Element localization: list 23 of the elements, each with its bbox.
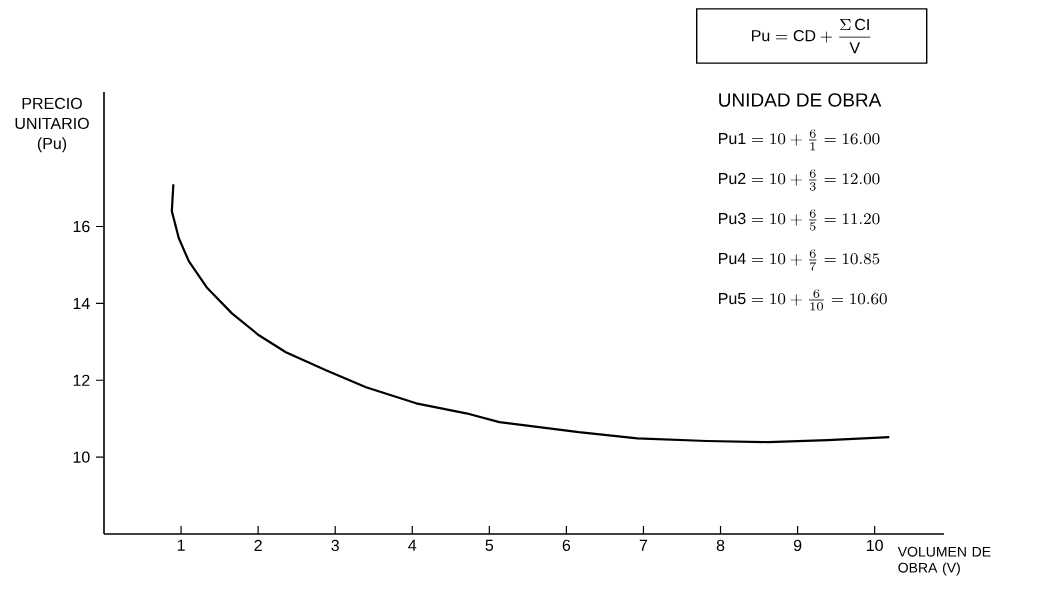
annotation: $\mathrm{Pu5} = 10 + \frac{6}{10} = 10.60$: [719, 289, 887, 311]
y-tick-label: 10: [73, 451, 90, 463]
y-tick-label: 14: [73, 297, 90, 309]
annotation: $\mathrm{Pu4} = 10 + \frac{6}{7} = 10.85$: [719, 249, 880, 271]
text: $\mathrm{Pu} = \mathrm{CD} + \frac{\Sigma\,\mathrm{CI}}{\mathrm{V}}$: [752, 18, 871, 54]
y-tick-label: 12: [73, 374, 90, 386]
annotation: $\mathrm{Pu2} = 10 + \frac{6}{3} = 12.00$: [719, 169, 880, 191]
x-tick-label: 10: [866, 539, 883, 552]
x-tick-label: 2: [254, 539, 262, 551]
annotation: $\mathrm{Pu1} = 10 + \frac{6}{1} = 16.00$: [719, 129, 880, 151]
x-axis-title: VOLUMEN DE OBRA (V): [897, 546, 991, 576]
x-tick-label: 5: [485, 539, 494, 551]
y-tick-label: 16: [73, 220, 90, 233]
x-tick-label: 3: [331, 539, 339, 552]
y-axis-title: PRECIO UNITARIO (Pu): [15, 97, 89, 153]
x-tick-label: 1: [177, 539, 185, 551]
x-tick-label: 8: [716, 539, 725, 552]
x-tick-label: 4: [408, 539, 417, 551]
annotation: UNIDAD DE OBRA: [719, 93, 882, 107]
x-tick-label: 6: [562, 539, 571, 552]
x-tick-label: 9: [793, 539, 802, 552]
annotation: $\mathrm{Pu3} = 10 + \frac{6}{5} = 11.20$: [719, 209, 880, 231]
x-tick-label: 7: [639, 539, 648, 551]
